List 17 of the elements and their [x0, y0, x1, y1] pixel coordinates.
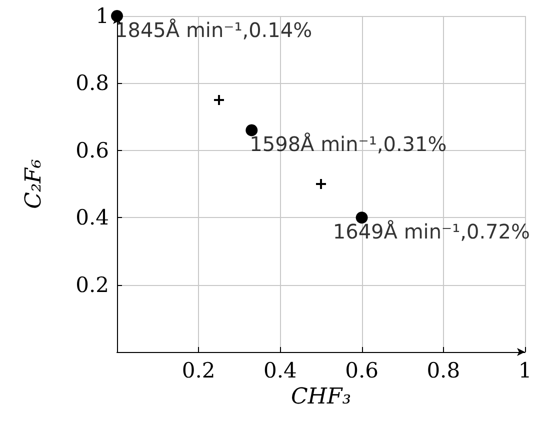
annotation: 1845Å min⁻¹,0.14% [115, 18, 312, 42]
point [316, 179, 326, 189]
y-tick-label: 1 [96, 4, 109, 28]
x-tick-label: 1 [518, 358, 532, 382]
y-axis-title: C₂F₆ [22, 158, 46, 209]
y-tick-label: 0.4 [76, 206, 109, 230]
y-tick-label: 0.8 [76, 71, 109, 96]
point [214, 95, 224, 105]
y-tick-label: 0.6 [76, 138, 109, 162]
x-tick-label: 0.4 [263, 358, 297, 382]
y-tick-label: 0.2 [76, 272, 109, 297]
x-tick-label: 0.6 [345, 358, 379, 382]
x-axis-title: CHF₃ [290, 384, 352, 410]
annotation: 1649Å min⁻¹,0.72% [332, 220, 530, 244]
annotation: 1598Å min⁻¹,0.31% [250, 132, 447, 156]
x-tick-label: 0.8 [426, 358, 460, 382]
x-tick-label: 0.2 [182, 358, 216, 382]
